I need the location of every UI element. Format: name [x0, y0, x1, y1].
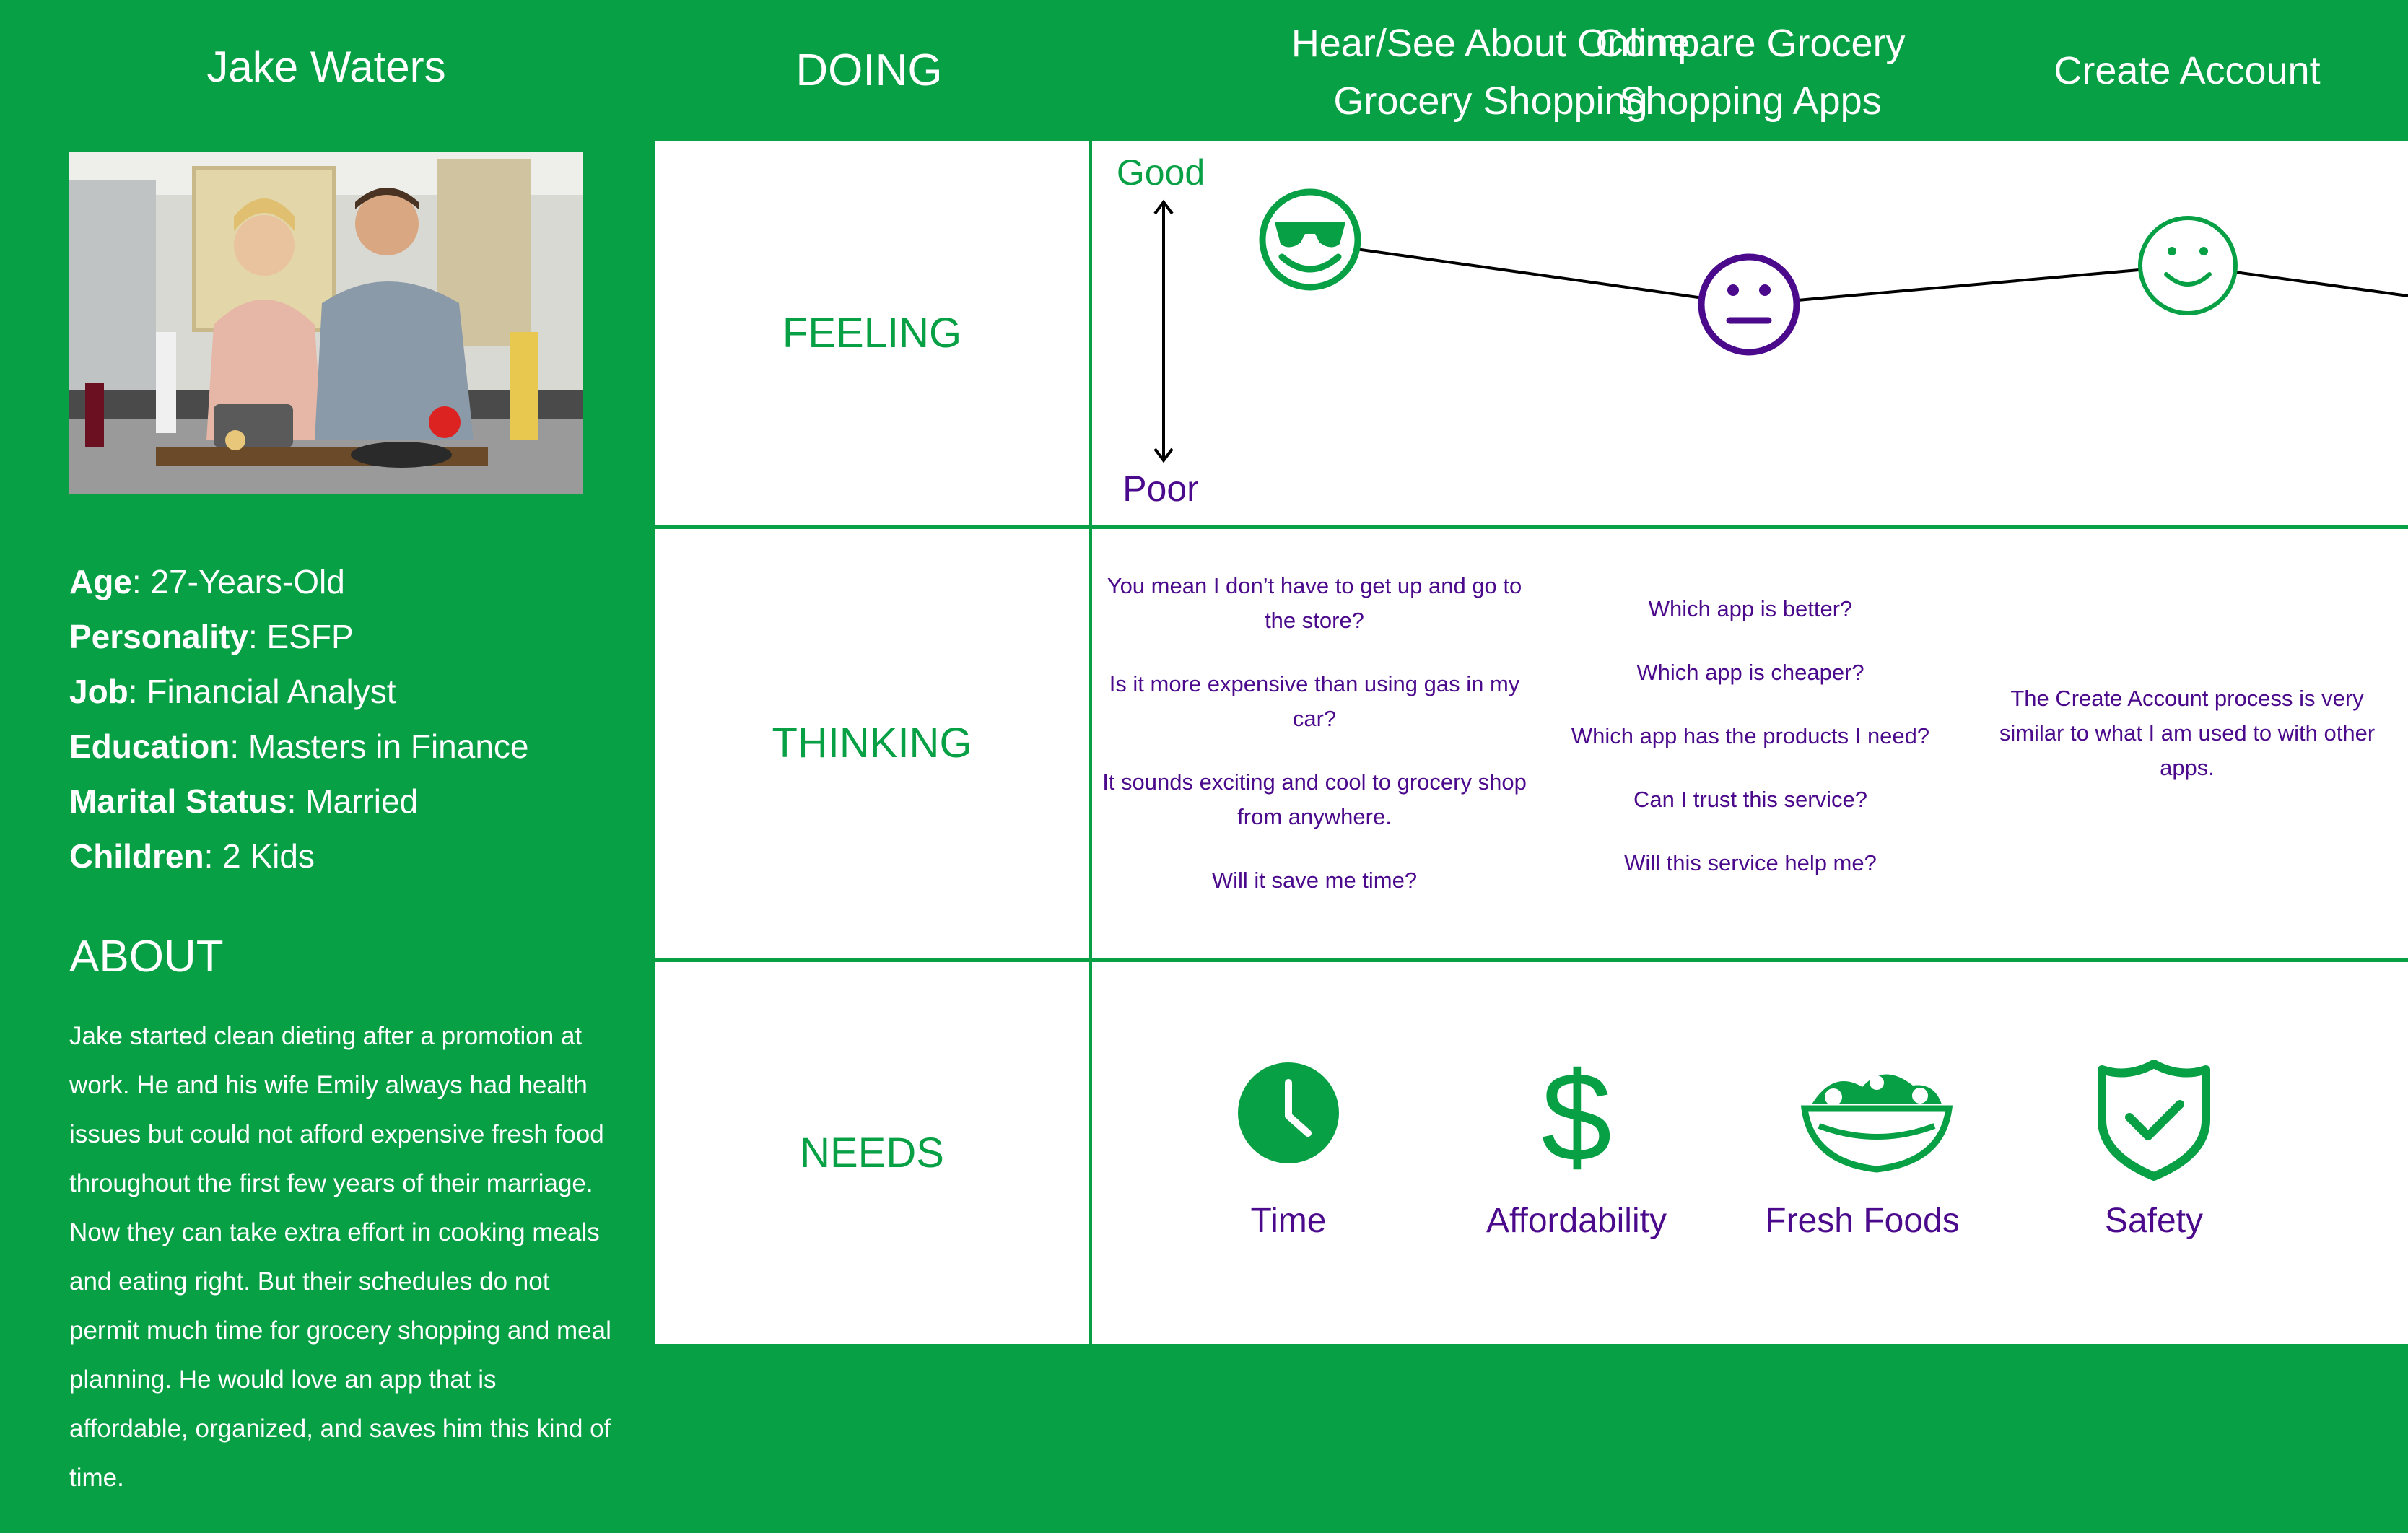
thought-item: Will this service help me? — [1624, 850, 1877, 875]
journey-board — [655, 141, 2408, 1344]
stat-marital-status: Marital Status: Married — [69, 774, 529, 829]
stat-label: Job — [69, 673, 128, 710]
scale-poor-label: Poor — [1122, 468, 1199, 509]
scale-good-label: Good — [1116, 152, 1205, 193]
stat-label: Children — [69, 837, 204, 875]
thought-item: You mean I don’t have to get up and go t… — [1107, 573, 1522, 633]
stat-education: Education: Masters in Finance — [69, 719, 529, 774]
thoughts-stage-3: The Create Account process is very simil… — [1978, 681, 2396, 814]
stat-value: : 2 Kids — [204, 837, 315, 875]
row-label-feeling: FEELING — [782, 310, 962, 357]
thought-item: The Create Account process is very simil… — [1999, 686, 2376, 780]
stage-3-header-line1: Create Account — [2054, 49, 2321, 92]
salad-bowl-icon — [1800, 1074, 1953, 1173]
stage-3-header: Create Account — [1971, 42, 2404, 100]
stat-value: : 27-Years-Old — [131, 563, 345, 600]
stat-age: Age: 27-Years-Old — [69, 554, 529, 609]
row-divider — [655, 525, 2408, 529]
row-label-needs: NEEDS — [800, 1130, 944, 1176]
stat-value: : Masters in Finance — [230, 728, 529, 765]
stat-children: Children: 2 Kids — [69, 829, 529, 883]
thoughts-stage-1: You mean I don’t have to get up and go t… — [1094, 569, 1535, 927]
stat-value: : Financial Analyst — [128, 673, 396, 710]
row-label-thinking: THINKING — [772, 720, 972, 766]
shield-check-icon — [2098, 1060, 2210, 1181]
about-title: ABOUT — [69, 932, 224, 982]
stat-job: Job: Financial Analyst — [69, 664, 529, 719]
needs-icons: $ — [1238, 1054, 2210, 1184]
need-label-time: Time — [1250, 1202, 1327, 1240]
neutral-face-icon — [1698, 253, 1800, 356]
doing-header: DOING — [795, 45, 943, 95]
stat-label: Age — [69, 563, 132, 600]
svg-text:$: $ — [1541, 1054, 1612, 1184]
stage-1-header: Hear/See About Online Grocery Shopping — [1090, 14, 1891, 130]
couple-cooking-photo — [69, 152, 583, 494]
stage-1-header-line1: Hear/See About Online — [1291, 22, 1691, 65]
cool-sunglasses-face-icon — [1259, 188, 1361, 291]
stat-value: : Married — [287, 782, 419, 820]
thoughts-stage-2: Which app is better? Which app is cheape… — [1545, 592, 1956, 909]
stage-2-header-line1: Compare Grocery — [1595, 22, 1906, 65]
stage-1-header-line2: Grocery Shopping — [1333, 79, 1648, 123]
need-label-safety: Safety — [2104, 1202, 2204, 1240]
persona-stats: Age: 27-Years-Old Personality: ESFP Job:… — [69, 554, 529, 883]
thought-item: Which app is cheaper? — [1636, 660, 1864, 685]
thought-item: Which app is better? — [1648, 596, 1853, 621]
need-label-affordability: Affordability — [1486, 1202, 1667, 1240]
stage-2-header: Compare Grocery Shopping Apps — [1530, 14, 1971, 130]
stat-label: Marital Status — [69, 782, 287, 820]
row-divider — [655, 958, 2408, 962]
stage-2-header-line2: Shopping Apps — [1619, 79, 1882, 123]
smiley-face-icon — [2138, 216, 2238, 315]
thought-item: It sounds exciting and cool to grocery s… — [1102, 769, 1527, 829]
thought-item: Can I trust this service? — [1633, 787, 1867, 812]
stat-label: Education — [69, 728, 230, 765]
feeling-chart — [1153, 188, 2408, 463]
column-divider — [1089, 141, 1092, 1344]
scale-arrow — [1153, 199, 1174, 463]
persona-photo — [69, 152, 583, 494]
thought-item: Will it save me time? — [1211, 868, 1418, 893]
dollar-icon: $ — [1541, 1054, 1612, 1184]
persona-name: Jake Waters — [206, 43, 446, 91]
about-text: Jake started clean dieting after a promo… — [69, 1022, 611, 1492]
clock-icon — [1238, 1062, 1339, 1163]
thought-item: Which app has the products I need? — [1571, 723, 1930, 748]
stat-personality: Personality: ESFP — [69, 609, 529, 664]
need-label-fresh-foods: Fresh Foods — [1765, 1202, 1960, 1240]
stat-label: Personality — [69, 618, 248, 655]
thought-item: Is it more expensive than using gas in m… — [1109, 671, 1520, 731]
stat-value: : ESFP — [248, 618, 354, 655]
feeling-line — [1309, 241, 2408, 307]
